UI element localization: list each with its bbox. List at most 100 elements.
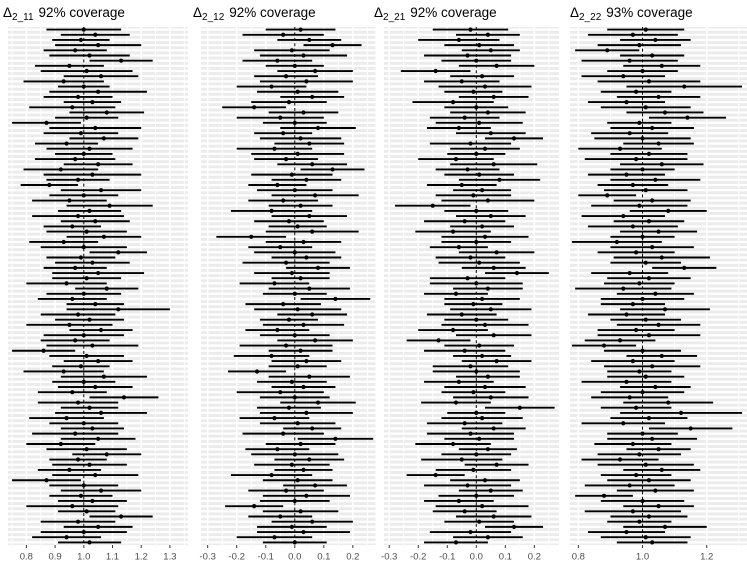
point-estimate-dot xyxy=(67,467,72,472)
delta-symbol: Δ xyxy=(3,5,13,20)
point-estimate-dot xyxy=(300,384,306,390)
ci-interval xyxy=(432,369,520,374)
point-estimate-dot xyxy=(280,32,285,37)
ci-interval xyxy=(607,431,678,436)
point-estimate-dot xyxy=(306,286,311,291)
panel-title-delta-2-21: Δ2_21 92% coverage xyxy=(374,5,497,25)
point-estimate-dot xyxy=(473,410,478,416)
point-estimate-dot xyxy=(309,229,314,234)
point-estimate-dot xyxy=(295,364,300,369)
ci-interval xyxy=(282,426,341,431)
point-estimate-dot xyxy=(617,146,623,151)
ci-interval xyxy=(597,182,669,188)
point-estimate-dot xyxy=(292,452,297,457)
ci-interval xyxy=(426,431,514,436)
point-estimate-dot xyxy=(643,260,648,265)
ci-interval xyxy=(46,146,133,151)
ci-interval xyxy=(60,219,130,224)
point-estimate-dot xyxy=(119,514,124,519)
ci-interval xyxy=(32,535,102,540)
point-estimate-dot xyxy=(485,374,490,379)
ci-interval xyxy=(594,441,672,447)
point-estimate-dot xyxy=(81,245,86,250)
ci-interval xyxy=(89,395,159,400)
point-estimate-dot xyxy=(78,37,84,43)
ci-interval xyxy=(626,110,704,115)
ci-interval xyxy=(581,74,665,79)
point-estimate-dot xyxy=(93,302,98,307)
point-estimate-dot xyxy=(90,498,95,504)
point-estimate-dot xyxy=(84,115,89,120)
point-estimate-dot xyxy=(81,483,86,488)
point-estimate-dot xyxy=(476,260,481,265)
point-estimate-dot xyxy=(254,369,259,374)
ci-interval xyxy=(273,141,344,146)
point-estimate-dot xyxy=(87,208,92,213)
ci-interval xyxy=(607,369,672,374)
ci-interval xyxy=(455,374,520,379)
ci-interval xyxy=(55,115,119,120)
ci-interval xyxy=(575,48,640,53)
ci-interval xyxy=(443,105,508,110)
ci-interval xyxy=(49,483,119,488)
ci-interval xyxy=(607,478,691,483)
ci-interval xyxy=(46,229,127,234)
ci-interval xyxy=(43,224,102,229)
point-estimate-dot xyxy=(650,125,655,131)
ci-interval xyxy=(29,239,99,245)
point-estimate-dot xyxy=(453,540,458,545)
ci-interval xyxy=(279,400,356,405)
point-estimate-dot xyxy=(653,291,658,296)
point-estimate-dot xyxy=(93,219,98,224)
panel-background xyxy=(200,27,375,545)
point-estimate-dot xyxy=(688,426,693,431)
point-estimate-dot xyxy=(462,421,467,426)
point-estimate-dot xyxy=(453,400,458,405)
ci-interval xyxy=(581,379,672,384)
ci-interval xyxy=(60,426,124,431)
ci-interval xyxy=(271,213,347,219)
point-estimate-dot xyxy=(464,167,470,172)
ci-interval xyxy=(244,447,309,452)
point-estimate-dot xyxy=(450,327,455,333)
ci-interval xyxy=(432,509,497,514)
point-estimate-dot xyxy=(283,488,288,493)
ci-interval xyxy=(279,125,356,131)
point-estimate-dot xyxy=(637,452,642,457)
point-estimate-dot xyxy=(601,493,607,498)
point-estimate-dot xyxy=(646,478,652,483)
ci-interval xyxy=(230,472,312,478)
ci-interval xyxy=(49,53,130,58)
ci-interval xyxy=(247,514,312,519)
ci-interval xyxy=(438,493,514,498)
ci-interval xyxy=(626,353,698,359)
point-estimate-dot xyxy=(81,84,86,89)
delta-symbol: Δ xyxy=(570,5,580,20)
tick-label: 0.8 xyxy=(20,552,33,563)
ci-interval xyxy=(256,529,350,535)
delta-subscript: 2_22 xyxy=(579,12,602,23)
ci-interval xyxy=(276,338,353,343)
ci-interval xyxy=(414,229,491,234)
ci-interval xyxy=(426,182,497,188)
point-estimate-dot xyxy=(329,43,335,48)
ci-interval xyxy=(587,100,665,105)
tick-label: 0.2 xyxy=(346,552,359,563)
point-estimate-dot xyxy=(286,317,291,322)
point-estimate-dot xyxy=(283,343,288,348)
ci-interval xyxy=(429,115,500,120)
ci-interval xyxy=(443,343,514,348)
point-estimate-dot xyxy=(494,359,499,364)
point-estimate-dot xyxy=(297,203,303,208)
point-estimate-dot xyxy=(81,291,86,296)
point-estimate-dot xyxy=(473,281,478,286)
ci-interval xyxy=(648,115,726,120)
ci-interval xyxy=(449,224,514,229)
tick-label: -0.3 xyxy=(381,552,397,563)
ci-interval xyxy=(63,74,139,79)
point-estimate-dot xyxy=(494,250,499,255)
point-estimate-dot xyxy=(277,514,282,519)
point-estimate-dot xyxy=(640,348,645,353)
point-estimate-dot xyxy=(87,405,92,410)
point-estimate-dot xyxy=(70,504,75,509)
